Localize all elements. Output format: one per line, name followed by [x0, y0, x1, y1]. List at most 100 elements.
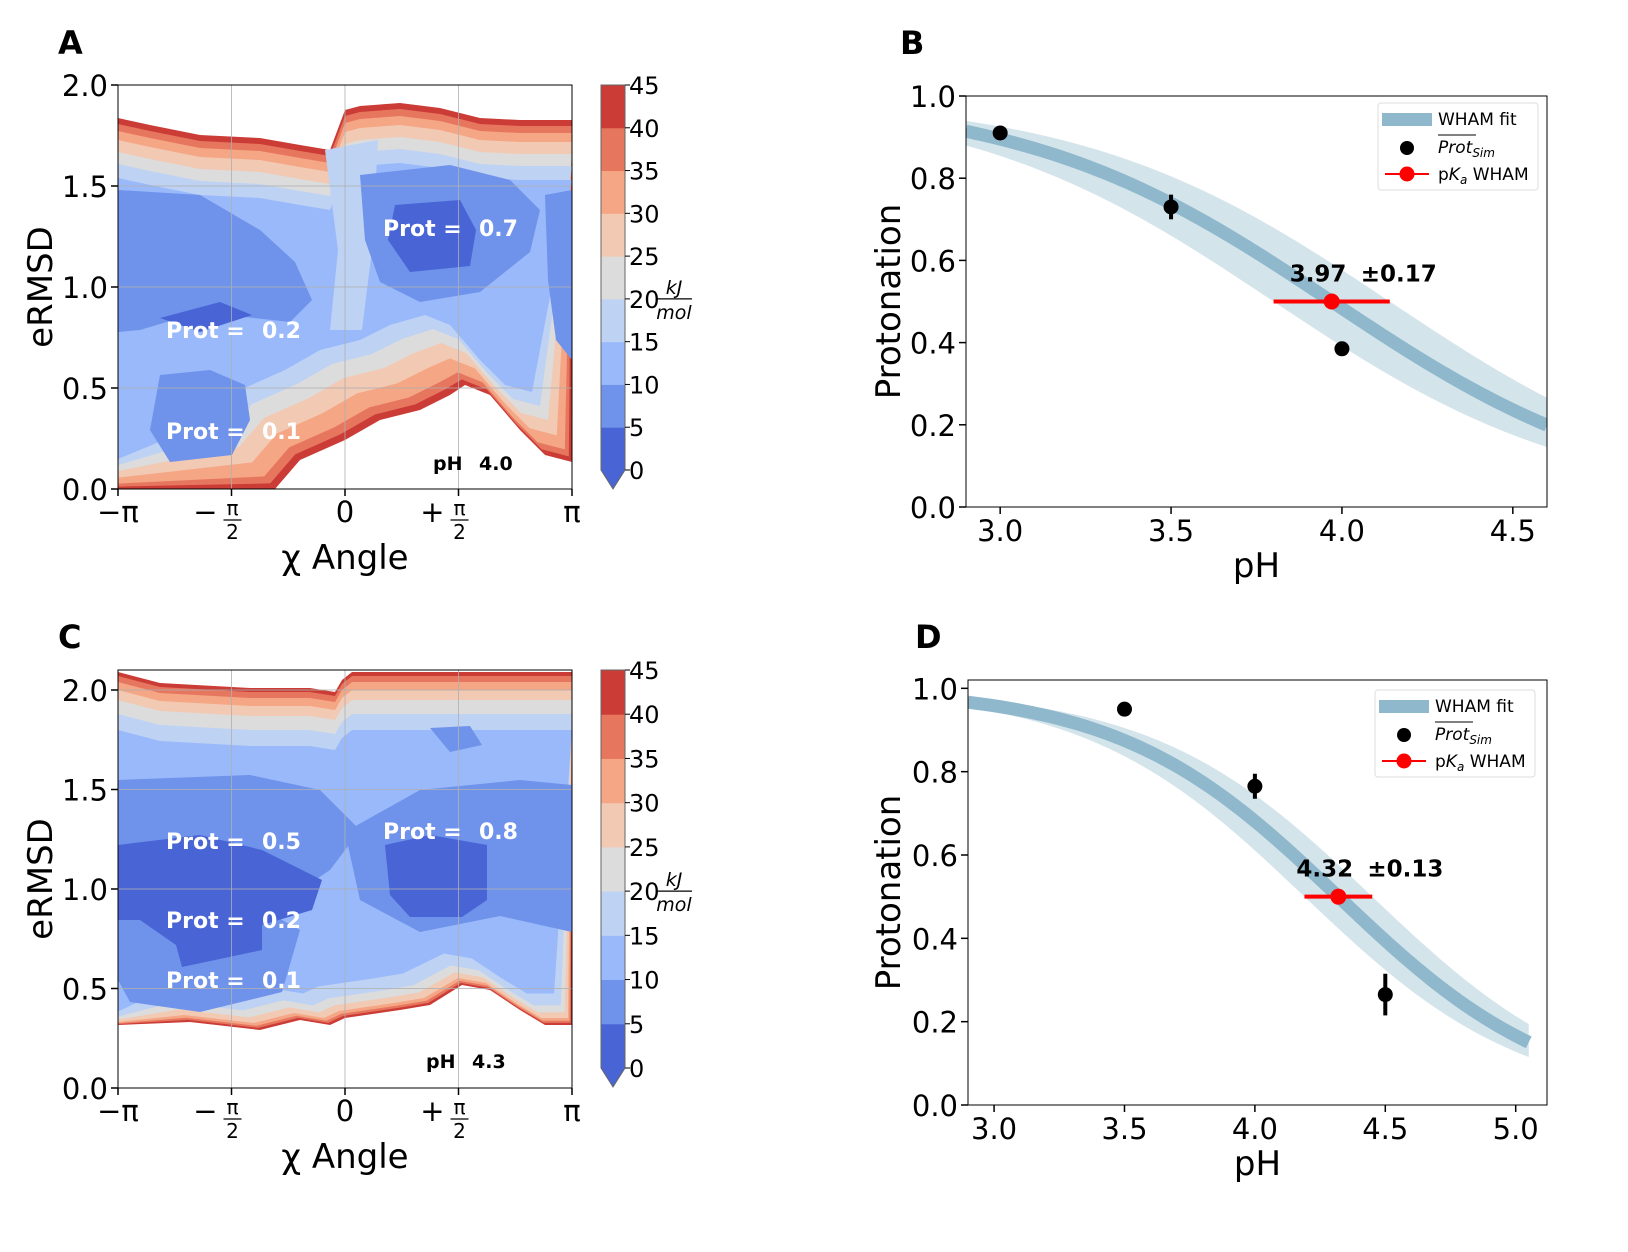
colorbar-unit-denominator: mol — [656, 302, 692, 324]
prot-annotation-label: Prot = — [166, 830, 245, 855]
fit-confidence-band — [966, 120, 1547, 448]
data-point — [1116, 701, 1132, 717]
legend-pka-rest: WHAM — [1464, 752, 1525, 772]
y-tick-label: 1.0 — [910, 80, 956, 114]
colorbar-segment — [601, 85, 625, 129]
x-tick-label: 3.0 — [971, 1112, 1017, 1146]
legend-label-pka: pKa WHAM — [1435, 752, 1526, 774]
legend-label-pka: pKa WHAM — [1438, 165, 1529, 187]
colorbar-unit-numerator: kJ — [666, 869, 683, 891]
x-tick-label: − π2 — [193, 1094, 242, 1143]
y-tick-label: 1.0 — [62, 873, 108, 907]
x-tick-label: − π2 — [193, 495, 242, 544]
x-tick-numerator: π — [226, 496, 238, 520]
x-tick-label: 5.0 — [1493, 1112, 1539, 1146]
fit-curve — [966, 124, 1547, 432]
plot-frame — [967, 679, 1548, 1106]
x-tick-label: 4.5 — [1490, 514, 1536, 548]
x-tick-sign: − — [193, 495, 217, 529]
data-point — [1377, 987, 1393, 1003]
y-tick-label: 0.2 — [910, 409, 956, 443]
titration-plot-d: 4.32 ±0.13 3.0 3.5 4.0 4.5 5.0 0.0 0.2 0.4 0.6 0.8 1… — [869, 672, 1548, 1184]
legend-swatch-fit — [1379, 700, 1429, 713]
colorbar-tick-label: 35 — [629, 158, 660, 186]
ph-value: 4.0 — [479, 453, 513, 475]
pka-annotation-value: 4.32 — [1296, 857, 1353, 883]
prot-annotation-label: Prot = — [166, 420, 245, 445]
x-tick-numerator: π — [453, 496, 465, 520]
y-tick-label: 0.5 — [62, 372, 108, 406]
colorbar-tick-label: 20 — [629, 286, 660, 314]
ph-label: pH — [426, 1051, 456, 1073]
prot-annotation-label: Prot = — [166, 319, 245, 344]
x-tick-label: 0 — [336, 1094, 354, 1128]
x-tick-denominator: 2 — [453, 1119, 466, 1143]
legend-pka-subscript: a — [1457, 760, 1464, 774]
x-axis-label: pH — [1234, 1144, 1281, 1184]
x-tick-label: −π — [97, 1094, 139, 1128]
y-tick-label: 0.8 — [910, 162, 956, 196]
colorbar-segment — [601, 1023, 625, 1069]
colorbar-tick-label: 5 — [629, 1011, 644, 1039]
colorbar-segment — [601, 127, 625, 172]
y-tick-label: 1.0 — [62, 271, 108, 305]
contour-level-0 — [385, 835, 487, 917]
legend-label-fit: WHAM fit — [1435, 697, 1514, 717]
x-axis-label: pH — [1233, 546, 1280, 586]
legend-pka-subscript: a — [1460, 173, 1467, 187]
pka-annotation-error: ±0.13 — [1367, 857, 1443, 883]
x-tick-label: π — [563, 1094, 580, 1128]
data-point — [1334, 341, 1350, 357]
x-tick-label: 3.5 — [1148, 514, 1194, 548]
fit-confidence-band — [968, 698, 1529, 1058]
contour-level-1 — [150, 370, 250, 462]
legend-marker-sim — [1397, 728, 1411, 742]
prot-annotation-value: 0.5 — [262, 830, 301, 855]
prot-annotation-value: 0.8 — [479, 820, 518, 845]
legend-marker-pka — [1396, 753, 1412, 769]
panel-label-a: A — [58, 24, 83, 62]
prot-annotation-value: 0.2 — [262, 319, 301, 344]
panel-label-d: D — [915, 618, 942, 656]
x-tick-label: −π — [97, 495, 139, 529]
y-axis-label: eRMSD — [21, 226, 61, 348]
colorbar-segment — [601, 341, 625, 385]
legend-pka-rest: WHAM — [1467, 165, 1528, 185]
legend-label-sim: ProtSim — [1438, 138, 1495, 160]
colorbar-segment — [601, 256, 625, 300]
x-tick-sign: + — [420, 495, 444, 529]
x-tick-label: 4.0 — [1319, 514, 1365, 548]
x-tick-label: 4.5 — [1362, 1112, 1408, 1146]
prot-annotation-value: 0.1 — [262, 420, 301, 445]
legend-sim-main: Prot — [1435, 725, 1471, 745]
y-tick-label: 0.8 — [912, 756, 958, 790]
colorbar-extend-triangle — [601, 1068, 625, 1087]
colorbar-tick-label: 45 — [629, 657, 660, 685]
colorbar-tick-label: 40 — [629, 115, 660, 143]
prot-annotation-label: Prot = — [166, 909, 245, 934]
colorbar-segment — [601, 758, 625, 804]
x-tick-text: 0 — [336, 495, 354, 529]
x-tick-text: π — [563, 1094, 580, 1128]
legend-sim-subscript: Sim — [1472, 146, 1495, 160]
y-tick-label: 2.0 — [62, 69, 108, 103]
y-axis-label: eRMSD — [21, 818, 61, 940]
prot-annotation-value: 0.7 — [479, 217, 518, 242]
contour-level-1 — [545, 190, 572, 360]
ph-label: pH — [433, 453, 463, 475]
colorbar-segment — [601, 670, 625, 715]
x-tick-label: π — [563, 495, 580, 529]
plot-frame — [965, 95, 1548, 508]
x-axis-label: χ Angle — [281, 538, 408, 578]
panel-label-b: B — [900, 24, 924, 62]
legend-label-sim: ProtSim — [1435, 725, 1492, 747]
colorbar-segment — [601, 427, 625, 471]
y-axis-label: Protonation — [869, 204, 909, 400]
colorbar-segment — [601, 935, 625, 981]
y-tick-label: 0.4 — [912, 922, 958, 956]
legend-marker-sim — [1400, 141, 1414, 155]
prot-annotation-label: Prot = — [383, 217, 462, 242]
legend-pka-k: K — [1446, 752, 1459, 772]
